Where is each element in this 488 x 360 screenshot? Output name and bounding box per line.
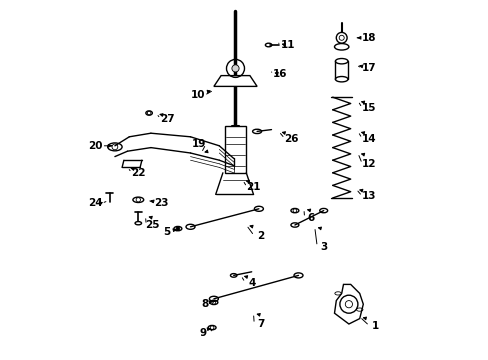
Text: 19: 19 — [192, 139, 206, 149]
Text: 3: 3 — [320, 242, 326, 252]
Text: 5: 5 — [163, 227, 170, 237]
Text: 7: 7 — [257, 319, 264, 329]
Text: 13: 13 — [361, 191, 375, 201]
Text: 22: 22 — [131, 168, 145, 178]
Text: 2: 2 — [257, 231, 264, 241]
Text: 1: 1 — [371, 321, 379, 331]
Text: 27: 27 — [160, 114, 174, 124]
Text: 14: 14 — [361, 134, 375, 144]
Text: 24: 24 — [88, 198, 102, 208]
Text: 4: 4 — [247, 278, 255, 288]
Text: 9: 9 — [199, 328, 206, 338]
Text: 18: 18 — [361, 33, 375, 43]
Text: 16: 16 — [273, 69, 287, 79]
FancyBboxPatch shape — [224, 126, 246, 173]
Text: 23: 23 — [154, 198, 169, 208]
Text: 11: 11 — [280, 40, 294, 50]
Text: 25: 25 — [145, 220, 160, 230]
Text: 17: 17 — [361, 63, 375, 73]
Text: 6: 6 — [307, 213, 314, 223]
Text: 8: 8 — [201, 299, 208, 309]
Circle shape — [176, 227, 179, 230]
Text: 10: 10 — [190, 90, 204, 100]
Circle shape — [231, 65, 239, 72]
Text: 26: 26 — [284, 134, 298, 144]
Text: 12: 12 — [361, 159, 375, 169]
Text: 21: 21 — [246, 182, 260, 192]
Polygon shape — [213, 76, 257, 86]
Polygon shape — [334, 284, 363, 324]
Text: 20: 20 — [88, 141, 102, 151]
Text: 15: 15 — [361, 103, 375, 113]
